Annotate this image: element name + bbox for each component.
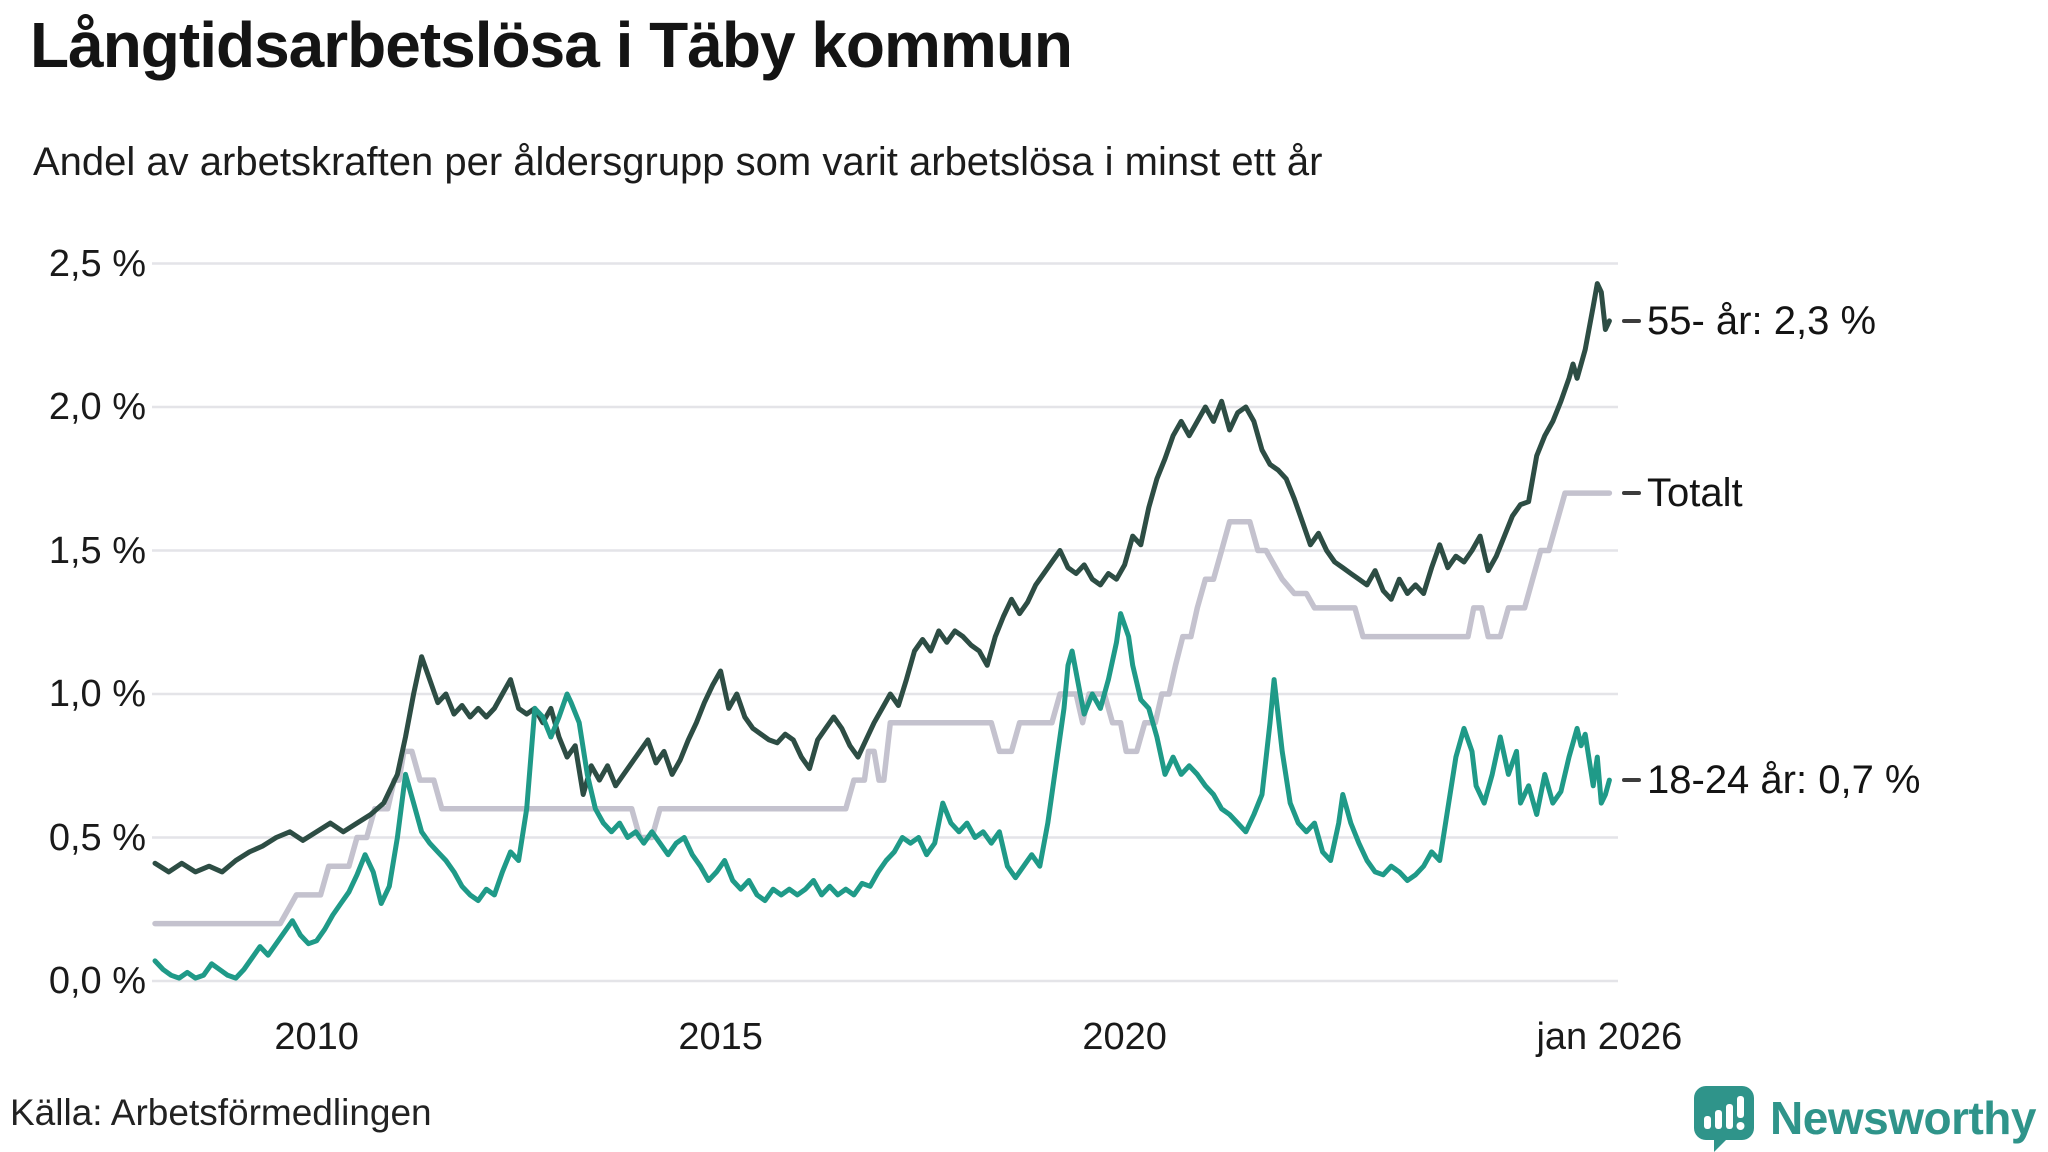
series-line-18-24-r [152,611,1612,981]
end-label-tick [1622,318,1641,323]
y-tick-label: 0,5 % [48,816,146,859]
x-tick-label: 2015 [678,1016,763,1058]
series-line-totalt [152,490,1613,927]
series-line-55-r [152,281,1612,875]
newsworthy-logo-text: Newsworthy [1770,1092,2036,1144]
newsworthy-logo: Newsworthy [1692,1084,2036,1152]
end-label-text: 55- år: 2,3 % [1647,298,1877,343]
y-tick-label: 1,5 % [48,529,146,572]
end-label-tick [1622,491,1641,496]
end-label-text: 18-24 år: 0,7 % [1647,758,1921,803]
series-end-label-55-r: 55- år: 2,3 % [1622,298,1876,344]
y-tick-label: 2,5 % [48,242,146,285]
end-label-tick [1622,778,1641,783]
x-tick-label: jan 2026 [1536,1016,1683,1058]
x-tick-label: 2010 [274,1016,359,1058]
page-title: Långtidsarbetslösa i Täby kommun [30,9,1073,81]
end-label-text: Totalt [1647,471,1743,516]
series-end-label-18-24-r: 18-24 år: 0,7 % [1622,757,1921,803]
series-end-label-totalt: Totalt [1622,470,1743,516]
y-tick-label: 1,0 % [48,673,146,715]
source-note: Källa: Arbetsförmedlingen [10,1092,432,1133]
y-tick-label: 2,0 % [48,386,146,428]
bar-chart-pin-icon [1694,1086,1755,1152]
x-tick-label: 2020 [1082,1016,1167,1058]
y-tick-label: 0,0 % [48,960,146,1002]
chart-subtitle: Andel av arbetskraften per åldersgrupp s… [33,140,1323,184]
